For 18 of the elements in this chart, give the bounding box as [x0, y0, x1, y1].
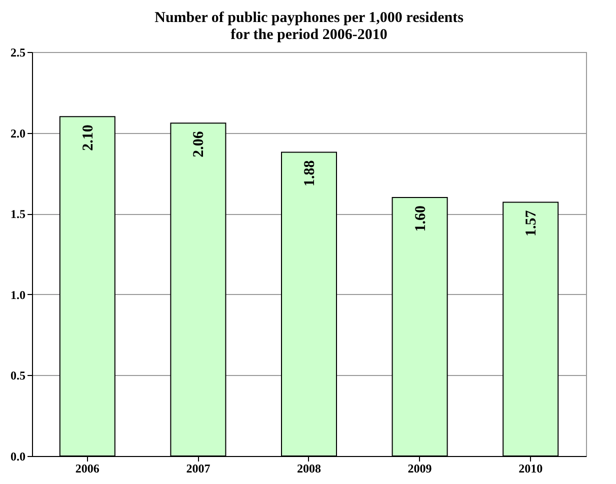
- x-tick-label: 2010: [518, 462, 543, 476]
- x-tick-label: 2009: [408, 462, 432, 476]
- x-tick-label: 2006: [75, 462, 100, 476]
- y-tick-label: 2.0: [10, 126, 26, 140]
- data-label: 1.60: [412, 205, 429, 232]
- y-tick-label: 2.5: [10, 46, 26, 60]
- x-tick-label: 2007: [186, 462, 210, 476]
- data-label: 2.10: [80, 124, 96, 151]
- y-tick-label: 1.5: [10, 207, 26, 222]
- y-tick-label: 0.0: [10, 450, 26, 464]
- y-tick-label: 0.5: [10, 368, 26, 383]
- data-label: 1.88: [302, 160, 318, 186]
- data-label: 1.57: [524, 210, 540, 237]
- text: Number of public payphones per 1,000 residents: [154, 10, 464, 26]
- x-tick-label: 2008: [297, 462, 321, 476]
- data-label: 2.06: [191, 130, 208, 158]
- text: for the period 2006-2010: [230, 27, 388, 43]
- y-tick-label: 1.0: [10, 288, 26, 302]
